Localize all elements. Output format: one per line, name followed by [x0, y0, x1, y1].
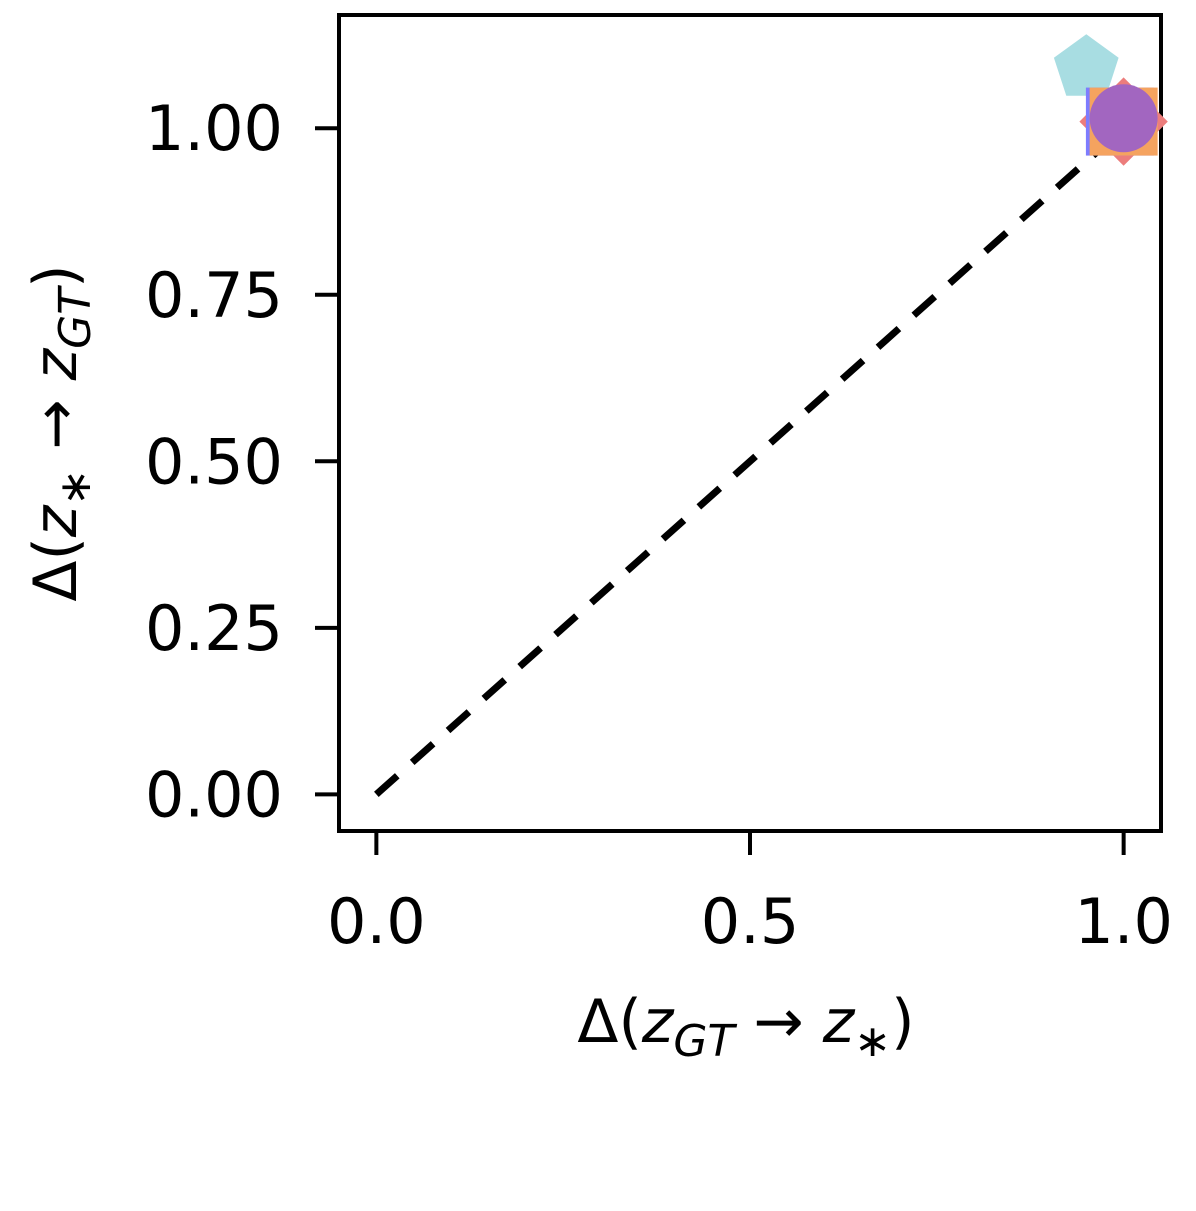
- circle-marker: [1089, 84, 1158, 153]
- x-tick-label: 0.0: [327, 885, 426, 958]
- x-axis-label-suffix: ): [891, 987, 914, 1057]
- pentagon-marker: [1053, 34, 1119, 96]
- y-tick-label: 0.75: [145, 259, 283, 332]
- x-axis-label-arrow: →: [734, 987, 822, 1057]
- y-axis-label-arrow: →: [21, 380, 91, 468]
- x-ticks-group: 0.0 0.5 1.0: [327, 831, 1173, 958]
- x-axis-label-from-sub: GT: [673, 1016, 737, 1067]
- y-axis-label-from: z: [21, 504, 91, 538]
- y-tick-label: 0.00: [145, 758, 283, 831]
- reference-diagonal-line: [374, 125, 1126, 797]
- x-tick-label: 0.5: [701, 885, 800, 958]
- markers-group: [1053, 34, 1168, 166]
- x-axis-label-from: z: [641, 987, 675, 1057]
- y-axis-label-prefix: Δ(: [21, 537, 91, 601]
- x-axis-label-to: z: [822, 987, 856, 1057]
- x-tick-label: 1.0: [1074, 885, 1173, 958]
- plot-frame: [337, 13, 1163, 833]
- y-axis-label-to: z: [21, 347, 91, 381]
- y-tick-label: 0.25: [145, 592, 283, 665]
- x-axis-label-to-sub: ∗: [854, 1016, 891, 1067]
- y-tick-label: 0.50: [145, 425, 283, 498]
- x-axis-label-prefix: Δ(: [577, 987, 641, 1057]
- y-axis-label-from-sub: ∗: [50, 469, 101, 506]
- y-axis-label-suffix: ): [21, 264, 91, 287]
- y-tick-label: 1.00: [145, 92, 283, 165]
- y-axis-label: Δ(z∗ → zGT): [21, 264, 101, 601]
- y-axis-label-to-sub: GT: [50, 285, 101, 349]
- x-axis-label: Δ(zGT → z∗): [577, 987, 914, 1067]
- y-ticks-group: 0.00 0.25 0.50 0.75 1.00: [145, 92, 339, 831]
